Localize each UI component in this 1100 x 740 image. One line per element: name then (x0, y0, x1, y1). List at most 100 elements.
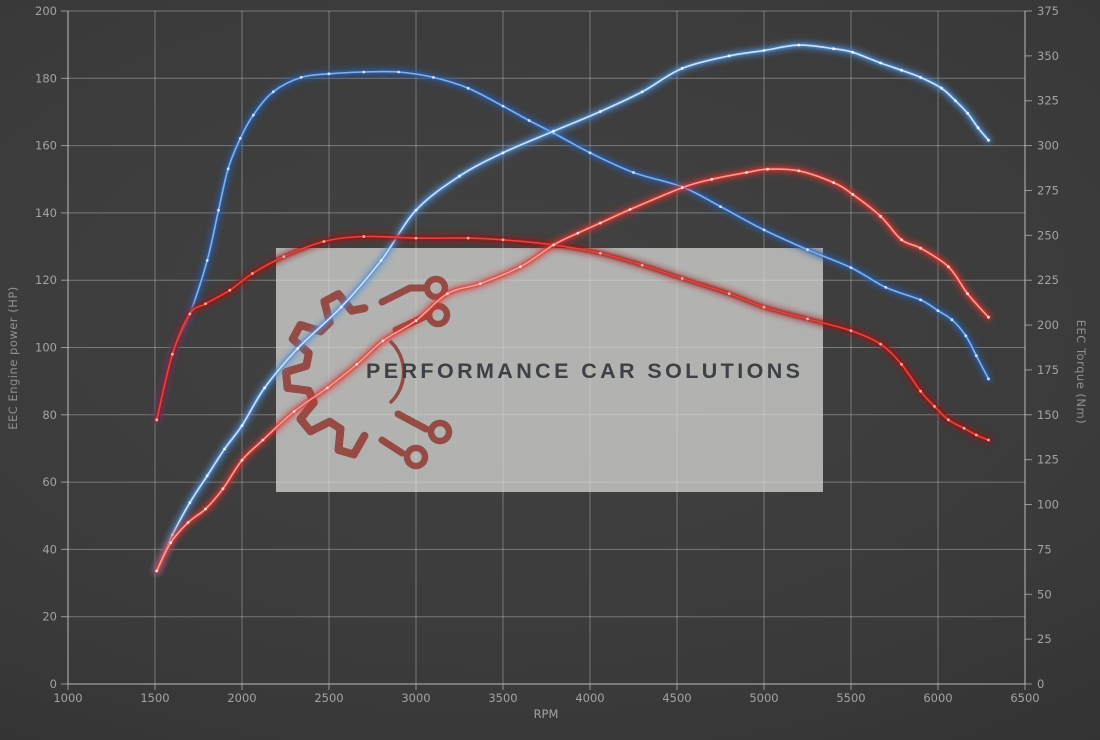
torque-run1-point (884, 286, 888, 289)
y-axis-right-title: EEC Torque (Nm) (1074, 320, 1088, 424)
torque-run1-point (849, 266, 853, 269)
power-run2-point (628, 208, 632, 211)
x-tick-label: 4500 (662, 691, 691, 705)
torque-run2-point (851, 50, 855, 54)
y-left-tick-label: 120 (35, 273, 57, 287)
x-tick-label: 6500 (1010, 691, 1039, 705)
torque-run2-point (501, 151, 505, 155)
torque-run2-point (976, 126, 980, 130)
power-run2-point (797, 169, 801, 173)
torque-run2-point (900, 68, 903, 72)
x-tick-label: 3500 (488, 691, 517, 705)
y-left-tick-label: 80 (42, 408, 57, 422)
power-run1-point (204, 302, 207, 306)
power-run2-point (445, 292, 449, 296)
power-run1-point (501, 238, 505, 242)
power-run1-point (155, 418, 159, 422)
torque-run2-point (379, 259, 383, 262)
power-run1-point (933, 405, 936, 408)
torque-run2-point (240, 424, 244, 427)
torque-run1-point (987, 377, 990, 381)
y-right-tick-label: 325 (1037, 94, 1059, 108)
x-tick-label: 2000 (227, 691, 256, 705)
torque-run1-point (719, 205, 722, 209)
torque-run1-point (632, 171, 635, 174)
torque-run1-point (238, 137, 242, 140)
power-run1-point (849, 329, 853, 333)
x-tick-label: 5500 (836, 691, 865, 705)
watermark: PERFORMANCE CAR SOLUTIONS (276, 248, 823, 492)
x-tick-label: 6000 (923, 691, 952, 705)
circuit-trace (378, 436, 406, 457)
torque-run2-point (599, 110, 602, 113)
y-right-tick-label: 375 (1037, 4, 1059, 18)
y-left-tick-label: 0 (50, 677, 57, 691)
power-run2-point (204, 507, 207, 511)
y-right-tick-label: 350 (1037, 49, 1059, 63)
power-run1-point (762, 305, 766, 309)
power-run2-point (710, 177, 714, 181)
power-run1-point (188, 312, 192, 316)
torque-run2-curve (152, 41, 993, 575)
power-run2-point (680, 186, 684, 190)
power-run2-point (879, 214, 882, 218)
y-left-tick-label: 180 (35, 71, 57, 85)
torque-run1-point (251, 113, 255, 117)
torque-run2-point (919, 76, 922, 79)
torque-run1-point (936, 309, 940, 313)
y-left-tick-label: 200 (35, 4, 57, 18)
y-left-tick-label: 160 (35, 139, 57, 153)
curves (152, 41, 993, 575)
y-right-tick-label: 225 (1037, 273, 1059, 287)
torque-run1-curve (152, 67, 993, 425)
watermark-text: PERFORMANCE CAR SOLUTIONS (366, 359, 803, 383)
power-run1-point (171, 352, 174, 356)
power-run2-point (745, 171, 748, 174)
torque-run2-point (987, 138, 990, 142)
gear-teeth (282, 290, 369, 459)
axes: 1000 1500 2000 2500 3000 3500 4000 4500 5000 5500… (35, 4, 1059, 705)
x-tick-label: 4000 (575, 691, 604, 705)
torque-run2-point (680, 67, 684, 70)
power-run2-point (240, 458, 244, 462)
power-run2-point (155, 569, 159, 573)
circuit-node (427, 419, 453, 445)
y-right-tick-label: 200 (1037, 318, 1059, 332)
torque-run1-point (362, 70, 366, 74)
torque-run1-point (466, 86, 470, 90)
power-run1-point (362, 235, 366, 238)
x-tick-label: 1000 (53, 691, 82, 705)
torque-run2-point (339, 305, 343, 309)
power-run2-point (355, 362, 359, 366)
torque-run2-point (552, 129, 555, 133)
x-tick-label: 5000 (749, 691, 778, 705)
power-run2-point (381, 339, 385, 343)
power-run1-point (806, 317, 809, 321)
torque-run1-point (501, 104, 505, 108)
y-right-tick-label: 150 (1037, 408, 1059, 422)
power-run2-point (261, 438, 265, 442)
torque-run1-point (299, 76, 303, 79)
torque-run1-point (226, 167, 230, 171)
power-run2-point (221, 487, 225, 491)
torque-run1-point (588, 151, 592, 155)
y-left-tick-label: 20 (42, 610, 57, 624)
power-run1-point (962, 426, 966, 430)
power-run2-point (325, 386, 329, 390)
torque-run2-point (263, 386, 266, 390)
torque-run2-point (223, 447, 227, 451)
x-tick-label: 2500 (314, 691, 343, 705)
y-right-tick-label: 100 (1037, 498, 1059, 512)
torque-run2-point (966, 111, 969, 115)
y-right-tick-label: 300 (1037, 139, 1059, 153)
power-run1-core (155, 235, 990, 441)
power-run2-point (169, 541, 173, 545)
power-run1-point (251, 272, 254, 275)
y-right-tick-label: 0 (1037, 677, 1044, 691)
torque-run1-point (217, 208, 220, 212)
torque-run2-point (296, 347, 300, 350)
power-run2-point (900, 238, 903, 242)
power-run2-point (599, 221, 602, 225)
